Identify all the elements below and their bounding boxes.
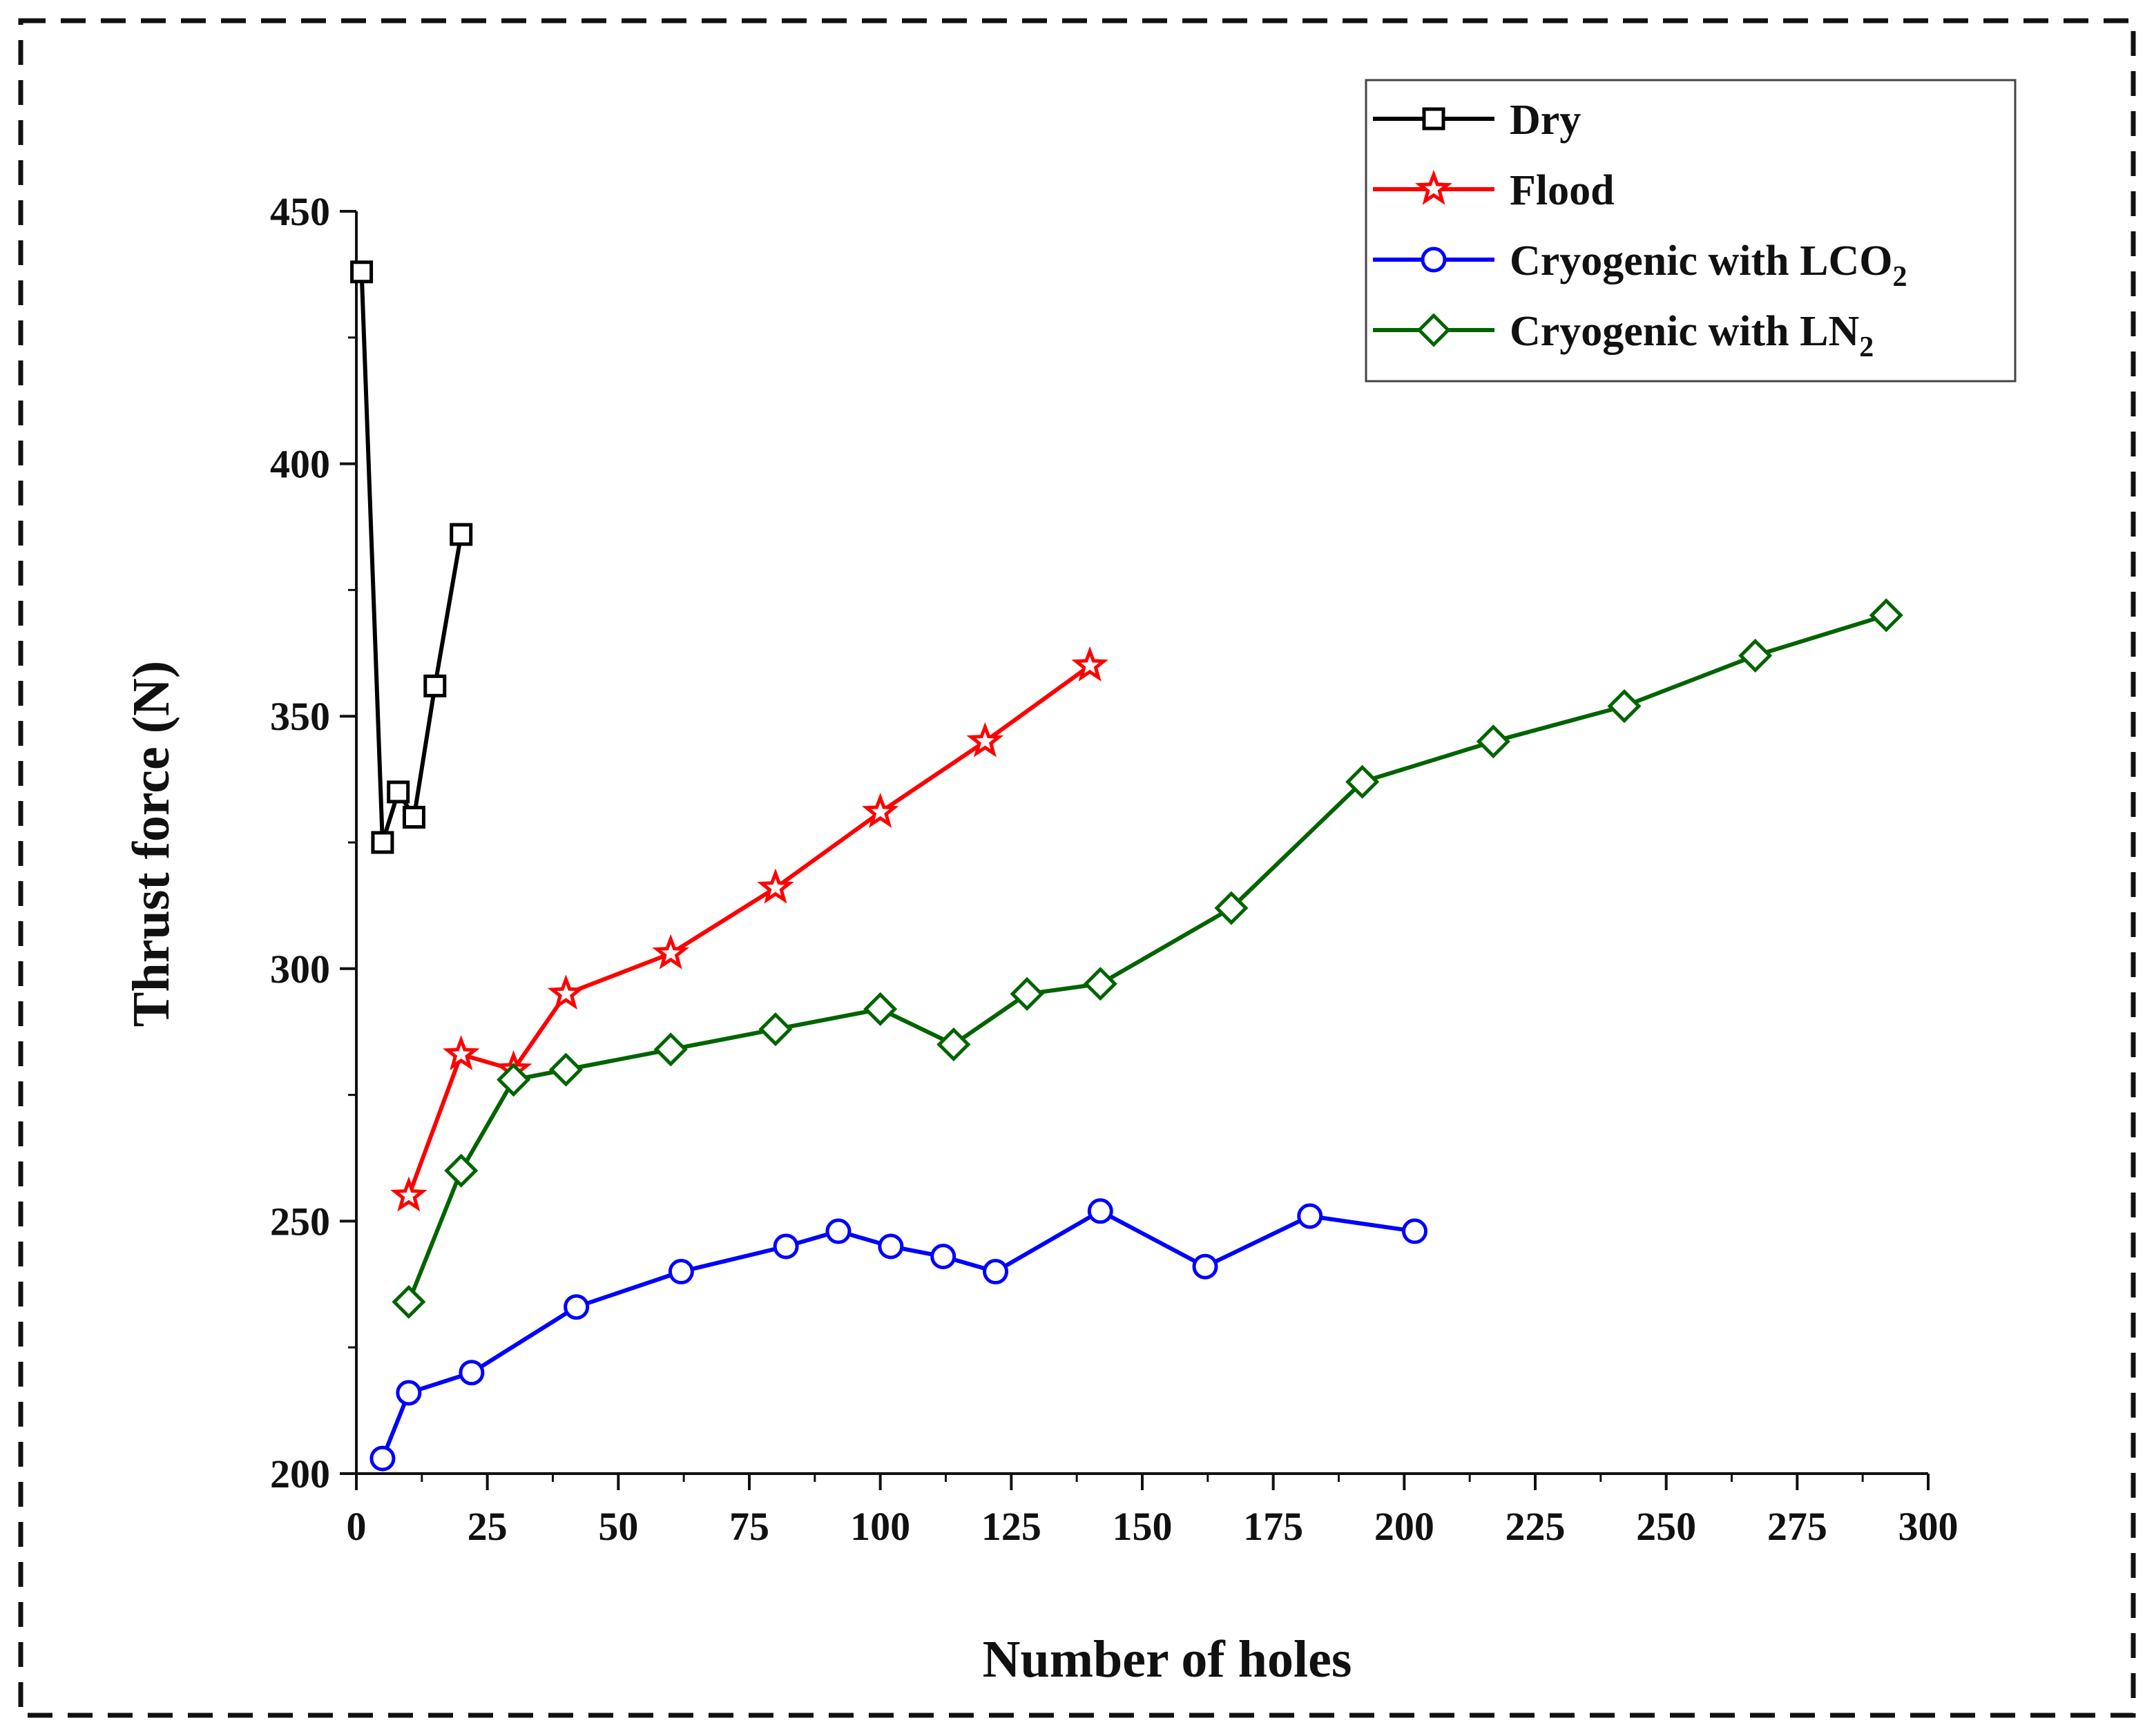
- data-point: [350, 260, 374, 284]
- legend-items: Dry Flood Cryogenic with LCO2 Cryogenic wit…: [1373, 97, 1907, 363]
- y-tick-label: 300: [270, 947, 330, 992]
- data-point: [653, 1032, 688, 1067]
- legend-item-0: Dry: [1373, 97, 1581, 144]
- legend-label: Flood: [1510, 167, 1615, 214]
- series-3: [392, 598, 1903, 1319]
- data-point: [1738, 638, 1773, 673]
- data-point: [652, 934, 689, 970]
- legend: Dry Flood Cryogenic with LCO2 Cryogenic wit…: [1365, 79, 2017, 383]
- x-tick-label: 75: [729, 1504, 769, 1549]
- data-point: [825, 1218, 852, 1244]
- x-tick-label: 100: [850, 1504, 910, 1549]
- data-point: [861, 792, 899, 828]
- y-ticks: 200 250 300 350 400 450: [270, 189, 356, 1496]
- data-point: [863, 992, 898, 1026]
- data-point: [548, 1052, 584, 1087]
- data-point: [1607, 689, 1642, 724]
- x-tick-label: 50: [598, 1504, 638, 1549]
- x-tick-label: 225: [1506, 1504, 1566, 1549]
- data-point: [390, 1176, 427, 1212]
- legend-label: Dry: [1510, 97, 1581, 144]
- data-point: [387, 780, 410, 804]
- series-0: [350, 260, 473, 854]
- data-point: [1402, 1218, 1428, 1244]
- data-point: [396, 1380, 422, 1406]
- legend-label-subscript: 2: [1859, 331, 1874, 363]
- y-tick-label: 250: [270, 1199, 330, 1244]
- x-tick-label: 275: [1767, 1504, 1827, 1549]
- data-point: [371, 831, 394, 854]
- figure-border: [18, 18, 2136, 1718]
- data-point: [983, 1259, 1009, 1285]
- data-point: [1083, 967, 1117, 1001]
- series-layer: [350, 260, 1903, 1472]
- legend-label: Cryogenic with LN2: [1510, 308, 1874, 363]
- y-axis-label: Thrust force (N): [122, 661, 180, 1027]
- legend-label-subscript: 2: [1893, 261, 1907, 293]
- x-tick-label: 250: [1636, 1504, 1696, 1549]
- x-tick-label: 125: [981, 1504, 1041, 1549]
- data-point: [547, 974, 585, 1010]
- x-tick-label: 300: [1898, 1504, 1959, 1549]
- data-point: [443, 1034, 480, 1070]
- legend-marker: [1416, 313, 1451, 347]
- data-point: [1071, 646, 1108, 682]
- data-point: [1345, 764, 1380, 799]
- data-point: [1869, 598, 1903, 633]
- y-tick-label: 400: [270, 442, 330, 487]
- data-point: [497, 1063, 531, 1097]
- y-tick-label: 200: [270, 1452, 330, 1496]
- x-tick-label: 200: [1374, 1504, 1434, 1549]
- series-line: [381, 1208, 1415, 1460]
- data-point: [1192, 1253, 1218, 1280]
- data-point: [1297, 1203, 1323, 1229]
- data-point: [1087, 1198, 1113, 1224]
- chart-plot-area: 0 25 50 75 100 125 150 175 200 225 250 275 300 200 25…: [270, 189, 1959, 1549]
- series-line: [407, 613, 1887, 1303]
- y-tick-label: 350: [270, 694, 330, 739]
- legend-item-3: Cryogenic with LN2: [1373, 308, 1874, 363]
- data-point: [459, 1360, 485, 1386]
- y-tick-label: 450: [270, 189, 330, 234]
- data-point: [966, 722, 1004, 758]
- data-point: [402, 805, 425, 829]
- legend-marker: [1422, 107, 1445, 131]
- x-tick-label: 0: [347, 1504, 367, 1549]
- legend-item-2: Cryogenic with LCO2: [1373, 238, 1907, 293]
- data-point: [758, 1012, 793, 1047]
- data-point: [930, 1244, 956, 1270]
- legend-item-1: Flood: [1373, 167, 1615, 214]
- series-1: [390, 646, 1108, 1212]
- data-point: [444, 1153, 479, 1188]
- data-point: [1214, 891, 1249, 925]
- x-tick-label: 175: [1243, 1504, 1303, 1549]
- data-point: [1476, 724, 1510, 759]
- data-point: [878, 1233, 904, 1260]
- data-point: [423, 674, 447, 697]
- data-point: [668, 1259, 694, 1285]
- x-ticks: 0 25 50 75 100 125 150 175 200 225 250 275 300: [347, 1474, 1959, 1549]
- series-2: [369, 1198, 1428, 1472]
- legend-marker: [1415, 169, 1452, 205]
- data-point: [564, 1294, 590, 1320]
- legend-label: Cryogenic with LCO2: [1510, 238, 1907, 293]
- data-point: [773, 1233, 799, 1260]
- data-point: [757, 868, 794, 904]
- legend-marker: [1421, 247, 1447, 273]
- data-point: [369, 1445, 396, 1472]
- x-tick-label: 150: [1113, 1504, 1173, 1549]
- x-axis-label: Number of holes: [983, 1630, 1352, 1688]
- x-tick-label: 25: [468, 1504, 508, 1549]
- data-point: [936, 1027, 971, 1062]
- data-point: [392, 1284, 426, 1319]
- series-line: [359, 271, 463, 845]
- data-point: [1010, 976, 1044, 1011]
- data-point: [450, 523, 473, 546]
